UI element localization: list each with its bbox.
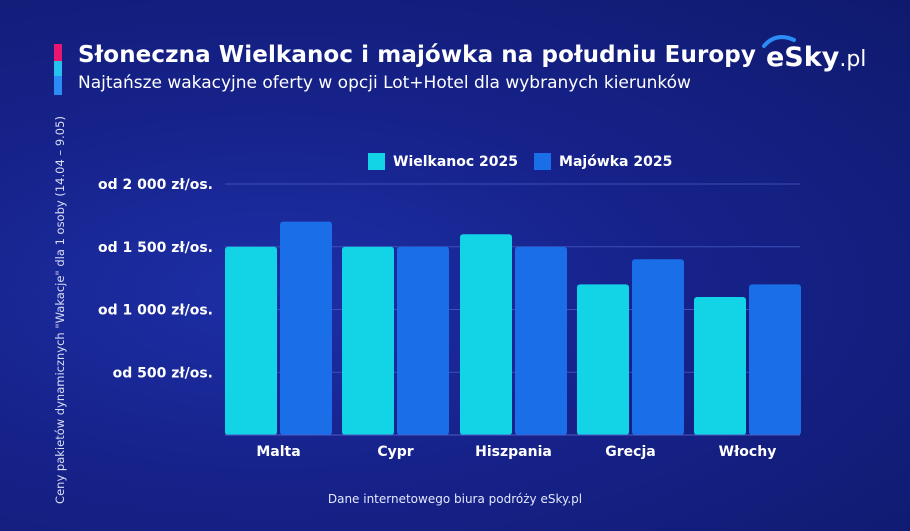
bar-włochy-majowka (749, 284, 801, 435)
bar-grecja-majowka (632, 259, 684, 435)
y-tick-label-0: od 500 zł/os. (113, 365, 213, 381)
x-tick-label-3: Grecja (605, 444, 655, 460)
bar-hiszpania-majowka (515, 246, 567, 435)
bar-malta-wielkanoc (225, 246, 277, 435)
bar-cypr-majowka (397, 246, 449, 435)
y-tick-label-3: od 2 000 zł/os. (98, 177, 213, 193)
y-tick-label-1: od 1 000 zł/os. (98, 303, 213, 319)
x-tick-label-4: Włochy (719, 444, 777, 460)
bar-włochy-wielkanoc (694, 296, 746, 435)
x-tick-label-1: Cypr (377, 444, 413, 460)
legend-swatch-wielkanoc (368, 153, 385, 170)
bar-cypr-wielkanoc (342, 246, 394, 435)
accent-bar-cyan (54, 61, 62, 76)
chart-legend: Wielkanoc 2025 Majówka 2025 (368, 153, 672, 170)
accent-bar-blue (54, 76, 62, 95)
chart-subtitle: Najtańsze wakacyjne oferty w opcji Lot+H… (78, 73, 691, 93)
bar-grecja-wielkanoc (577, 284, 629, 435)
data-source-note: Dane internetowego biura podróży eSky.pl (327, 492, 583, 506)
legend-item-wielkanoc: Wielkanoc 2025 (368, 153, 518, 170)
legend-label-majowka: Majówka 2025 (559, 153, 673, 170)
bar-hiszpania-wielkanoc (460, 234, 512, 435)
legend-item-majowka: Majówka 2025 (534, 153, 672, 170)
bar-malta-majowka (280, 221, 332, 435)
esky-logo: eSky.pl (762, 35, 867, 73)
legend-label-wielkanoc: Wielkanoc 2025 (393, 153, 519, 170)
x-tick-label-0: Malta (256, 444, 300, 460)
logo-main-text: eSky (766, 42, 840, 73)
x-tick-label-2: Hiszpania (475, 444, 552, 460)
y-tick-label-2: od 1 500 zł/os. (98, 240, 213, 256)
legend-swatch-majowka (534, 153, 552, 170)
accent-bar-pink (54, 44, 62, 61)
logo-suffix-text: .pl (839, 47, 867, 72)
logo-arc-icon (762, 35, 796, 48)
chart-title: Słoneczna Wielkanoc i majówka na południ… (78, 42, 756, 68)
